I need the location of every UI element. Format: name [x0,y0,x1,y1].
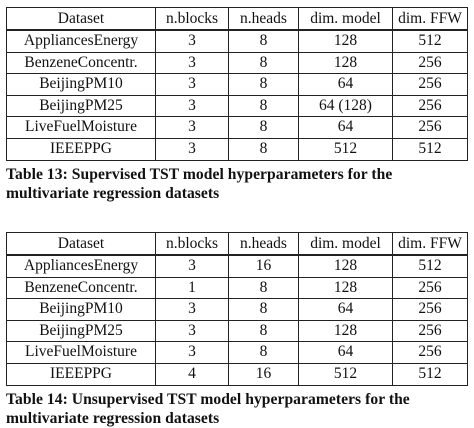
cell-n-blocks: 3 [155,253,229,278]
header-n-blocks: n.blocks [155,232,229,256]
cell-dim-model: 64 (128) [298,94,393,118]
cell-dataset: LiveFuelMoisture [6,116,156,139]
cell-dataset: IEEEPPG [6,137,156,161]
cell-n-heads: 8 [228,276,299,300]
table-row: BeijingPM10 3 8 64 256 [6,73,468,96]
cell-dataset: BeijingPM25 [6,319,156,343]
cell-n-heads: 8 [228,116,299,139]
table-13-block: Dataset n.blocks n.heads dim. model dim.… [6,7,468,203]
table-row: LiveFuelMoisture 3 8 64 256 [6,341,468,364]
cell-n-blocks: 3 [155,51,229,75]
table-13: Dataset n.blocks n.heads dim. model dim.… [6,7,468,161]
table-14-block: Dataset n.blocks n.heads dim. model dim.… [6,232,468,428]
cell-n-heads: 8 [228,341,299,364]
table-row: BenzeneConcentr. 3 8 128 256 [6,51,468,75]
cell-dim-ffw: 256 [392,51,468,75]
table-row: LiveFuelMoisture 3 8 64 256 [6,116,468,139]
table-header-row: Dataset n.blocks n.heads dim. model dim.… [6,232,468,256]
cell-dim-ffw: 256 [392,319,468,343]
cell-n-blocks: 3 [155,319,229,343]
cell-dataset: BeijingPM10 [6,73,156,96]
cell-dim-model: 128 [298,276,393,300]
cell-dim-ffw: 256 [392,276,468,300]
cell-dim-ffw: 512 [392,137,468,161]
table-header-row: Dataset n.blocks n.heads dim. model dim.… [6,7,468,31]
table-13-caption: Table 13: Supervised TST model hyperpara… [6,165,467,203]
caption-line: multivariate regression datasets [6,184,220,202]
table-row: BeijingPM10 3 8 64 256 [6,298,468,321]
header-n-heads: n.heads [228,232,299,256]
cell-dataset: BeijingPM10 [6,298,156,321]
header-dim-ffw: dim. FFW [392,232,468,256]
caption-line: multivariate regression datasets [6,409,220,427]
header-dim-model: dim. model [298,7,393,31]
cell-dim-model: 128 [298,253,393,278]
cell-dataset: BenzeneConcentr. [6,51,156,75]
cell-n-heads: 8 [228,319,299,343]
header-dim-model: dim. model [298,232,393,256]
cell-dataset: LiveFuelMoisture [6,341,156,364]
cell-n-blocks: 3 [155,298,229,321]
cell-dim-model: 64 [298,73,393,96]
cell-n-blocks: 1 [155,276,229,300]
table-row: IEEEPPG 3 8 512 512 [6,137,468,161]
cell-n-blocks: 3 [155,137,229,161]
cell-n-blocks: 3 [155,73,229,96]
cell-n-blocks: 3 [155,116,229,139]
cell-n-heads: 8 [228,298,299,321]
table-row: IEEEPPG 4 16 512 512 [6,362,468,386]
cell-dim-ffw: 512 [392,362,468,386]
cell-dim-model: 64 [298,116,393,139]
cell-dim-ffw: 256 [392,73,468,96]
cell-dim-model: 512 [298,362,393,386]
cell-dim-model: 128 [298,51,393,75]
cell-dim-model: 64 [298,341,393,364]
cell-n-blocks: 3 [155,341,229,364]
cell-dim-model: 512 [298,137,393,161]
table-row: BeijingPM25 3 8 128 256 [6,319,468,343]
cell-dim-ffw: 256 [392,298,468,321]
cell-n-heads: 16 [228,253,299,278]
cell-dim-ffw: 512 [392,253,468,278]
caption-line: Table 14: Unsupervised TST model hyperpa… [6,390,410,408]
cell-dim-ffw: 256 [392,116,468,139]
caption-line: Table 13: Supervised TST model hyperpara… [6,165,393,183]
cell-dim-model: 128 [298,319,393,343]
cell-dataset: BenzeneConcentr. [6,276,156,300]
header-n-heads: n.heads [228,7,299,31]
cell-dataset: AppliancesEnergy [6,28,156,53]
table-14-caption: Table 14: Unsupervised TST model hyperpa… [6,390,467,428]
header-dim-ffw: dim. FFW [392,7,468,31]
cell-dim-ffw: 256 [392,341,468,364]
cell-n-heads: 8 [228,94,299,118]
cell-n-heads: 8 [228,137,299,161]
cell-n-blocks: 3 [155,28,229,53]
table-row: AppliancesEnergy 3 8 128 512 [6,28,468,53]
cell-n-heads: 8 [228,73,299,96]
header-n-blocks: n.blocks [155,7,229,31]
table-row: AppliancesEnergy 3 16 128 512 [6,253,468,278]
header-dataset: Dataset [6,232,156,256]
table-row: BeijingPM25 3 8 64 (128) 256 [6,94,468,118]
cell-n-heads: 16 [228,362,299,386]
cell-dim-ffw: 256 [392,94,468,118]
cell-dim-model: 64 [298,298,393,321]
table-14: Dataset n.blocks n.heads dim. model dim.… [6,232,468,386]
table-row: BenzeneConcentr. 1 8 128 256 [6,276,468,300]
cell-dataset: BeijingPM25 [6,94,156,118]
cell-dim-ffw: 512 [392,28,468,53]
cell-n-blocks: 4 [155,362,229,386]
cell-dataset: IEEEPPG [6,362,156,386]
cell-n-heads: 8 [228,28,299,53]
header-dataset: Dataset [6,7,156,31]
cell-dim-model: 128 [298,28,393,53]
cell-n-heads: 8 [228,51,299,75]
cell-n-blocks: 3 [155,94,229,118]
cell-dataset: AppliancesEnergy [6,253,156,278]
